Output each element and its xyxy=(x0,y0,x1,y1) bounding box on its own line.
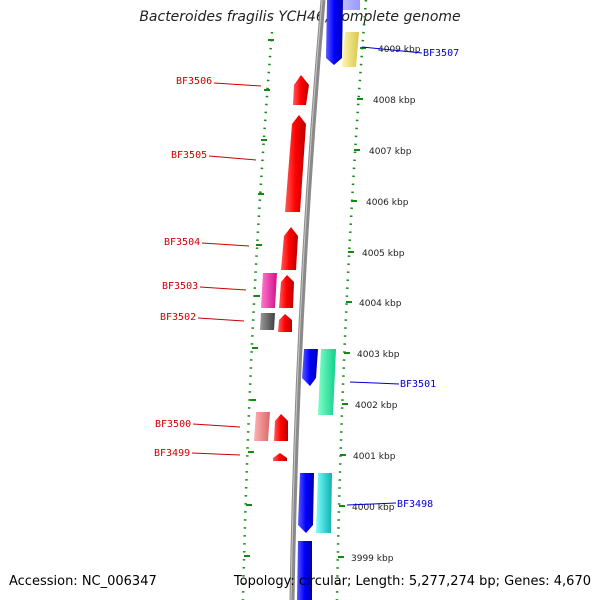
gene-label: BF3501 xyxy=(400,379,436,390)
kbp-label: 4008 kbp xyxy=(373,96,416,106)
gene-label: BF3505 xyxy=(171,150,207,161)
kbp-label: 3999 kbp xyxy=(351,554,394,564)
gene-arrow-red xyxy=(285,115,306,212)
kbp-label: 4004 kbp xyxy=(359,299,402,309)
gene-arrow-red xyxy=(281,227,298,270)
label-leader-line xyxy=(346,502,397,506)
right-track-ticks xyxy=(338,47,366,558)
gene-arrow-red xyxy=(273,453,287,461)
genome-summary-text: Topology: circular; Length: 5,277,274 bp… xyxy=(233,574,591,589)
label-leader-line xyxy=(192,423,241,428)
gene-arrow-blue xyxy=(298,473,314,533)
gene-block-cyan xyxy=(316,473,332,533)
gene-block-gray xyxy=(260,313,275,330)
map-title: Bacteroides fragilis YCH46, complete gen… xyxy=(139,9,461,25)
kbp-label: 4005 kbp xyxy=(362,249,405,259)
label-leader-line xyxy=(201,242,250,247)
gene-arrow-red xyxy=(293,75,309,105)
gene-arrow-red xyxy=(279,275,294,308)
gene-block-yellow xyxy=(342,32,359,67)
gene-label: BF3503 xyxy=(162,281,198,292)
chromosome-backbone xyxy=(289,0,326,600)
kbp-label: 4000 kbp xyxy=(352,503,395,513)
label-leader-line xyxy=(349,381,400,385)
label-leader-line xyxy=(208,155,257,161)
kbp-labels: 4009 kbp 4008 kbp 4007 kbp 4006 kbp 4005… xyxy=(351,45,421,564)
label-leader-line xyxy=(361,46,423,54)
gene-label: BF3502 xyxy=(160,312,196,323)
kbp-label: 4001 kbp xyxy=(353,452,396,462)
gene-block-salmon xyxy=(254,412,270,441)
gene-arrow-red xyxy=(274,414,288,441)
left-gene-labels: BF3506 BF3505 BF3504 BF3503 BF3502 BF350… xyxy=(154,76,262,459)
gene-block-magenta xyxy=(261,273,277,308)
gene-arrow-blue xyxy=(326,0,343,65)
kbp-label: 4006 kbp xyxy=(366,198,409,208)
gene-label: BF3499 xyxy=(154,448,190,459)
gene-block-green xyxy=(318,349,336,415)
chromosome-backbone-highlight xyxy=(290,0,323,600)
right-gene-labels: BF3507 BF3501 BF3498 xyxy=(346,46,459,510)
gene-label: BF3506 xyxy=(176,76,212,87)
label-leader-line xyxy=(199,286,247,291)
gene-arrow-blue xyxy=(297,541,312,600)
gene-label: BF3507 xyxy=(423,48,459,59)
gene-label: BF3500 xyxy=(155,419,191,430)
kbp-label: 4007 kbp xyxy=(369,147,412,157)
gene-label: BF3504 xyxy=(164,237,200,248)
accession-text: Accession: NC_006347 xyxy=(9,574,157,589)
kbp-label: 4009 kbp xyxy=(378,45,421,55)
label-leader-line xyxy=(191,452,241,456)
label-leader-line xyxy=(213,82,262,87)
gene-label: BF3498 xyxy=(397,499,433,510)
gene-arrow-red xyxy=(278,314,292,332)
label-leader-line xyxy=(197,317,245,322)
left-track-ticks xyxy=(244,39,274,557)
kbp-label: 4003 kbp xyxy=(357,350,400,360)
gene-top-faint xyxy=(336,0,360,10)
kbp-label: 4002 kbp xyxy=(355,401,398,411)
gene-arrow-blue xyxy=(302,349,318,386)
